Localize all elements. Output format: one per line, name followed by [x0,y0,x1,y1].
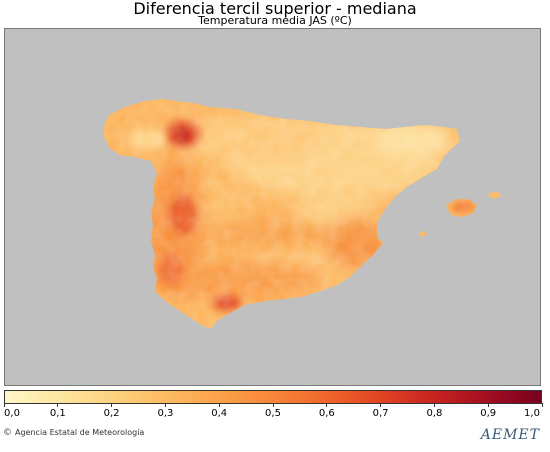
map-canvas [103,99,502,329]
credit-line: © Agencia Estatal de Meteorología [3,428,144,438]
scale-tick-mark [380,403,382,407]
scale-tick-mark [541,403,543,407]
iberian-land [103,99,502,329]
scale-tick-mark [218,403,220,407]
scale-tick-label: 0,5 [265,408,281,419]
scale-tick-label: 0,2 [103,408,120,419]
scale-tick-label: 1,0 [524,408,540,419]
scale-tick-mark [3,403,5,407]
copyright-icon: © [3,428,12,438]
scale-tick-mark [487,403,489,407]
color-scale-ticks: 0,0 0,1 0,2 0,3 0,4 0,5 0,6 0,7 0,8 0,9 1,0 [0,403,550,419]
scale-tick-mark [272,403,274,407]
scale-tick-mark [326,403,328,407]
scale-tick-mark [433,403,435,407]
scale-tick-label: 0,4 [211,408,228,419]
map-panel [4,28,541,386]
scale-tick-label: 0,1 [49,408,66,419]
aemet-logo: AEMET [480,427,540,443]
scale-tick-label: 0,7 [372,408,389,419]
scale-tick-mark [57,403,59,407]
scale-tick-label: 0,6 [318,408,335,419]
map-subtitle: Temperatura media JAS (ºC) [198,14,352,27]
scale-tick-label: 0,9 [480,408,497,419]
scale-tick-mark [164,403,166,407]
scale-tick-mark [111,403,113,407]
scale-tick-label: 0,0 [4,408,20,419]
color-scale-bar [4,390,542,404]
scale-tick-label: 0,8 [426,408,443,419]
map-title: Diferencia tercil superior - mediana [133,0,417,18]
scale-tick-label: 0,3 [157,408,174,419]
credit-text: Agencia Estatal de Meteorología [15,428,145,437]
